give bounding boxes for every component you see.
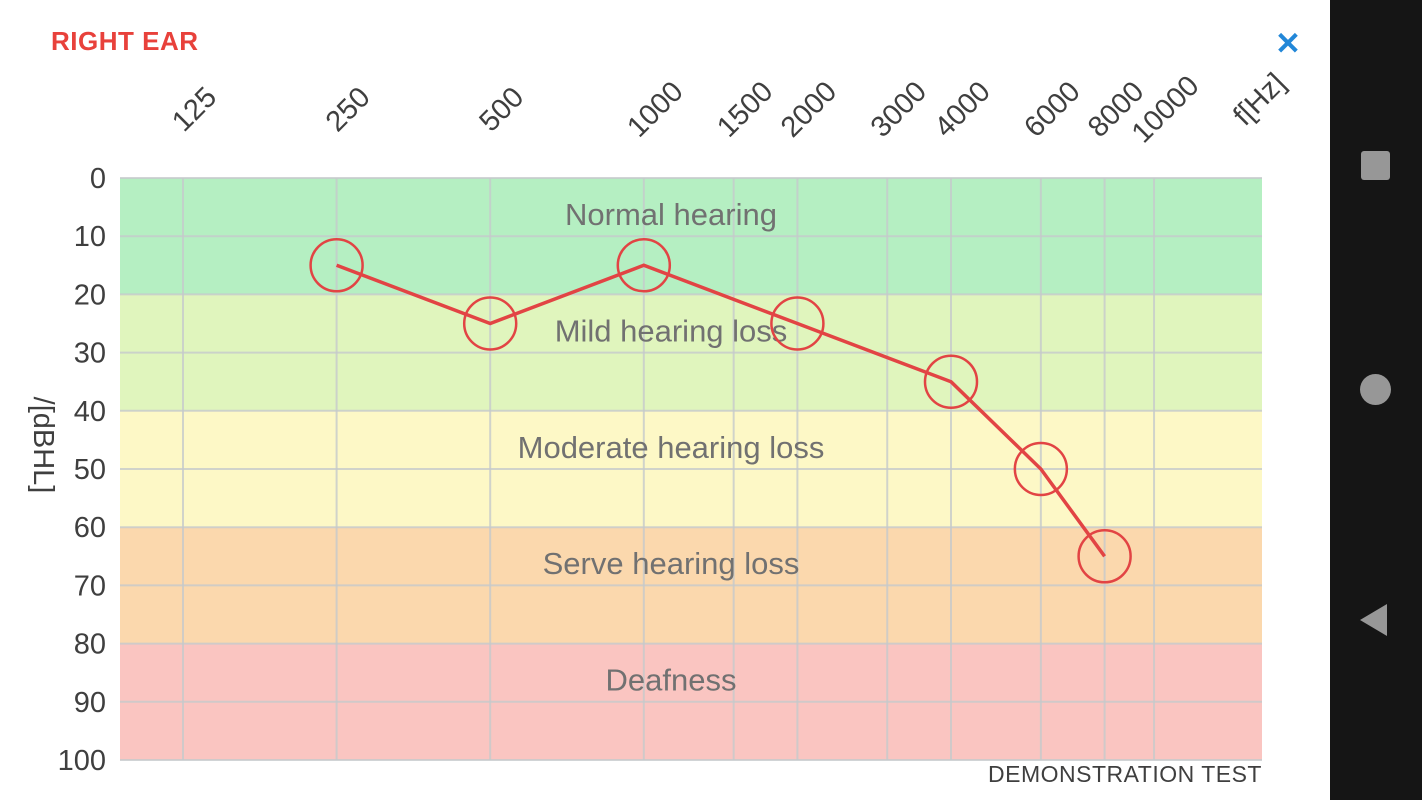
back-triangle-icon[interactable] [1360, 604, 1387, 636]
band-label-deafness: Deafness [606, 663, 737, 698]
audiogram-chart: Normal hearing Mild hearing loss Moderate … [27, 67, 1292, 777]
series-line-hearing-threshold [335, 263, 1107, 558]
y-tick-label: 0 [90, 163, 106, 195]
band-label-mild-hearing-loss: Mild hearing loss [555, 313, 788, 348]
data-point-1000hz [616, 238, 672, 293]
y-tick-label: 80 [74, 629, 106, 661]
y-tick-label: 60 [74, 512, 106, 544]
x-tick-label: 6000 [1018, 76, 1086, 144]
page-title: RIGHT EAR [51, 26, 199, 56]
demonstration-test-label: DEMONSTRATION TEST [988, 761, 1262, 787]
y-tick-label: 100 [58, 745, 106, 777]
band-label-normal-hearing: Normal hearing [565, 197, 777, 232]
band-label-serve-hearing-loss: Serve hearing loss [543, 546, 800, 581]
y-tick-label: 10 [74, 221, 106, 253]
data-point-6000hz [1013, 441, 1069, 497]
x-axis-unit-label: f[Hz] [1227, 67, 1292, 132]
x-tick-label: 2000 [775, 76, 843, 144]
y-axis-label: /[dBHL] [27, 397, 59, 494]
y-tick-label: 90 [74, 687, 106, 719]
recents-square-icon[interactable] [1361, 151, 1390, 180]
x-tick-label: 4000 [929, 76, 997, 144]
x-tick-label: 500 [473, 81, 530, 138]
data-point-8000hz [1077, 529, 1132, 584]
data-point-250hz [309, 238, 364, 293]
x-tick-label: 3000 [865, 76, 933, 144]
x-tick-label: 125 [166, 81, 223, 138]
x-tick-label: 250 [320, 81, 377, 138]
y-tick-label: 20 [74, 279, 106, 311]
close-icon[interactable]: ✕ [1275, 26, 1301, 61]
y-tick-label: 50 [74, 454, 106, 486]
home-circle-icon[interactable] [1360, 374, 1391, 405]
data-point-2000hz [770, 296, 825, 351]
y-tick-label: 30 [74, 338, 106, 370]
data-point-500hz [462, 296, 518, 351]
y-tick-label: 40 [74, 396, 106, 428]
band-label-moderate-hearing-loss: Moderate hearing loss [518, 430, 825, 465]
y-tick-label: 70 [74, 570, 106, 602]
data-point-4000hz [923, 354, 979, 409]
x-tick-label: 1500 [711, 76, 779, 144]
android-nav-bar [1330, 0, 1422, 800]
x-tick-label: 1000 [621, 76, 689, 144]
